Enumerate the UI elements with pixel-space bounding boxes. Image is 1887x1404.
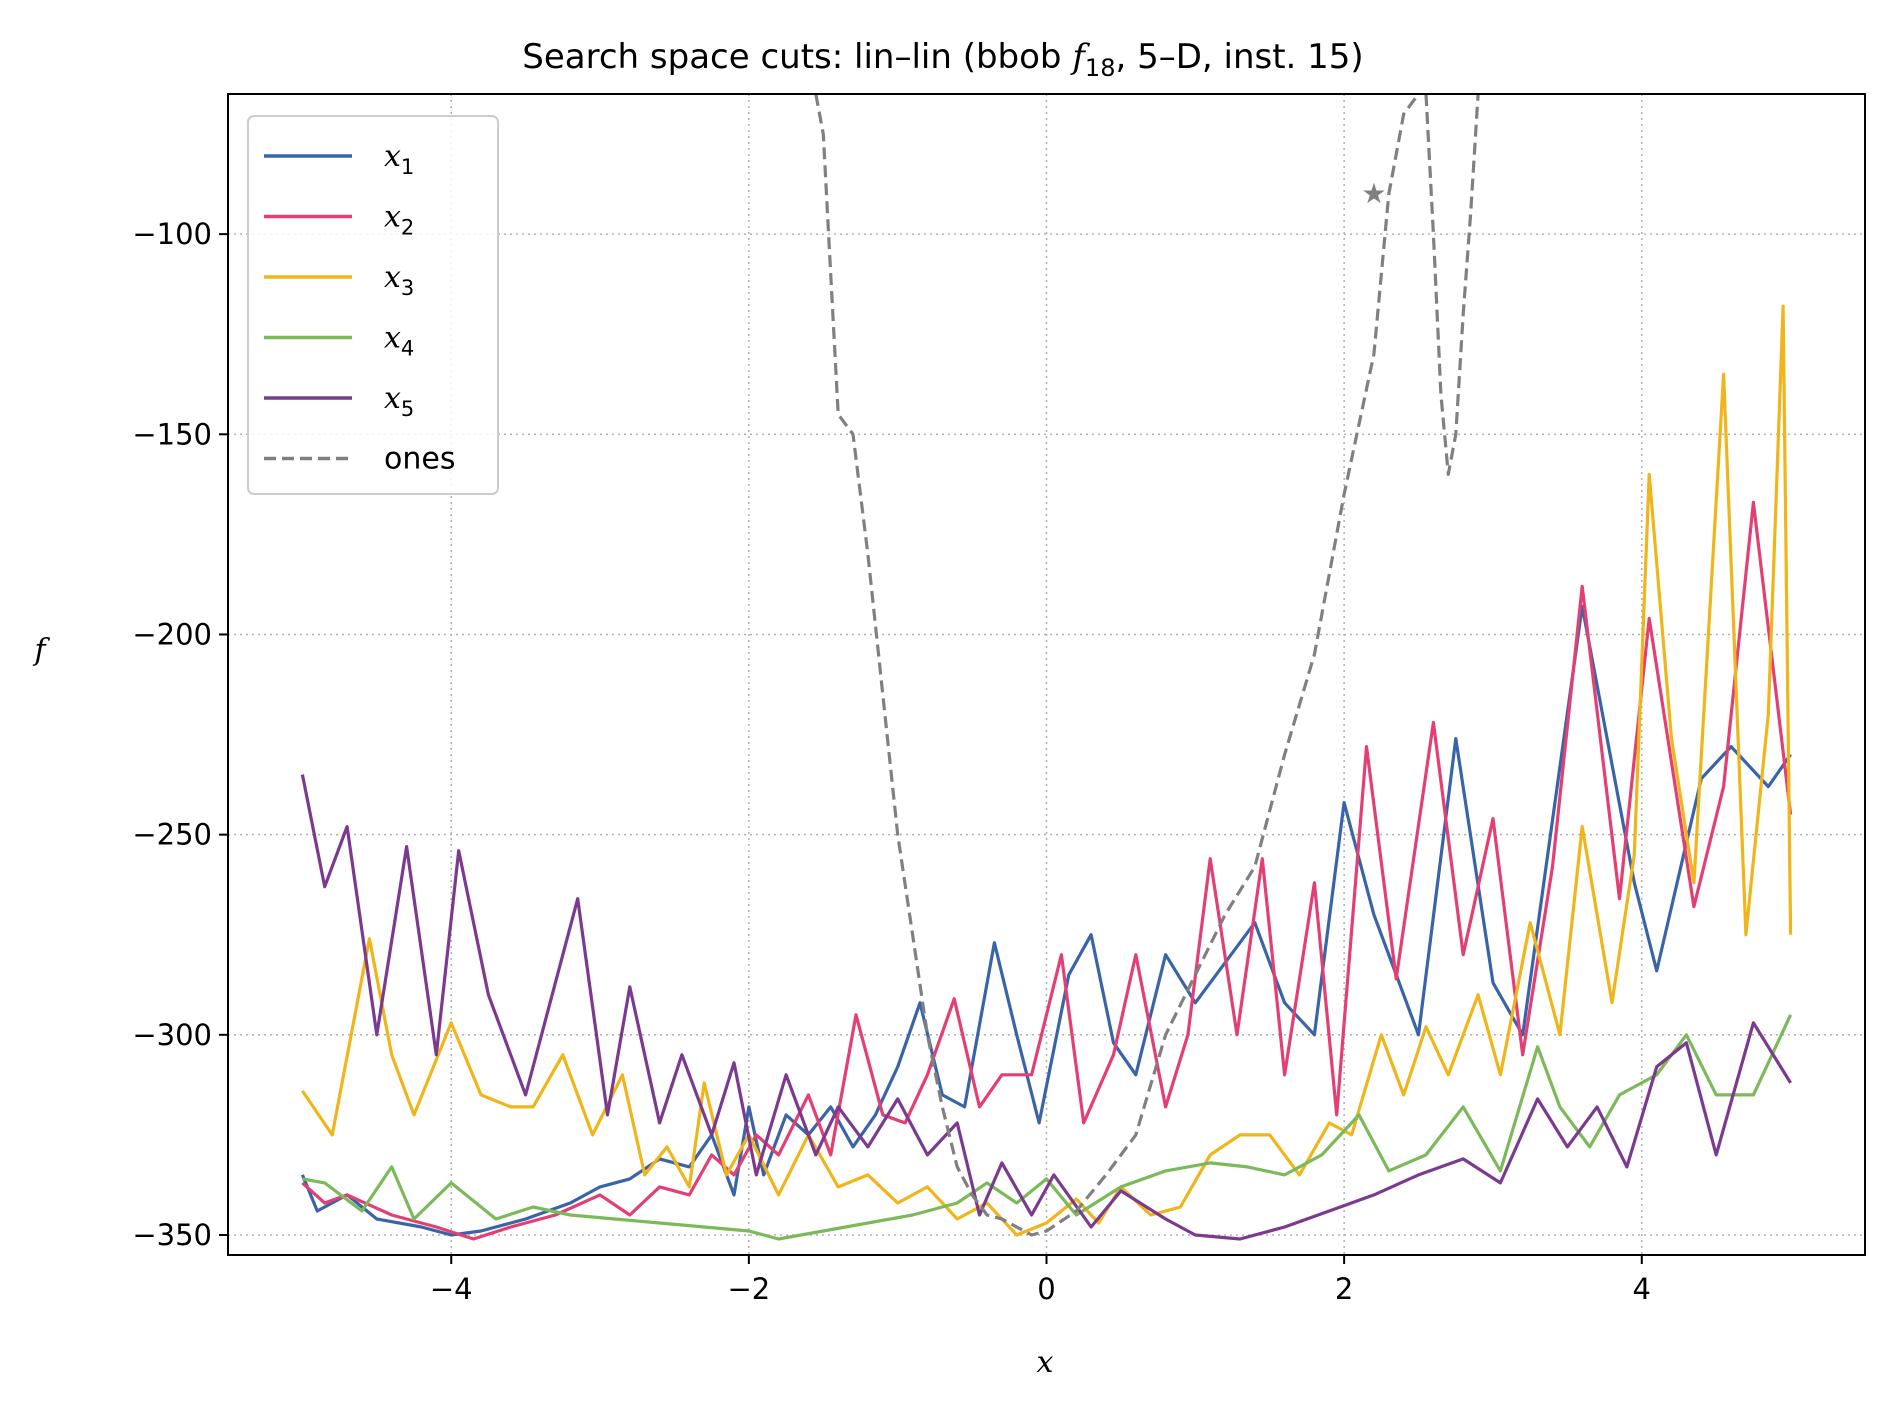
y-tick-label: −200 — [132, 617, 212, 651]
x-tick-label: 4 — [1633, 1272, 1651, 1306]
chart-title-subscript: 18 — [1085, 54, 1116, 82]
legend-entry-x5: x5 — [384, 381, 414, 421]
series-line-x2 — [301, 500, 1793, 1241]
y-tick-label: −100 — [132, 217, 212, 251]
legend-entry-x1: x1 — [384, 139, 414, 179]
y-tick-label: −250 — [132, 818, 212, 852]
chart-title: Search space cuts: lin–lin (bbob f18, 5–… — [522, 37, 1363, 82]
y-tick-label: −150 — [132, 417, 212, 451]
series-line-x3 — [301, 304, 1793, 1237]
x-tick-label: −4 — [430, 1272, 473, 1306]
plot-area: ★ — [300, 94, 1793, 1241]
x-tick-label: 2 — [1335, 1272, 1353, 1306]
x-axis-label: x — [1037, 1345, 1054, 1380]
y-tick-label: −300 — [132, 1018, 212, 1052]
chart-title-prefix: Search space cuts: lin–lin (bbob — [522, 37, 1072, 77]
series-line-ones — [814, 94, 1420, 1237]
series-line-x1 — [300, 604, 1792, 1237]
series-line-x5 — [300, 774, 1792, 1241]
y-axis-label: f — [32, 633, 50, 668]
series-line-ones-branch — [1424, 94, 1480, 476]
legend-entry-x2: x2 — [384, 200, 414, 240]
legend-box — [247, 115, 499, 495]
legend: x1 x2 x3 x4 x5 ones — [247, 115, 499, 495]
legend-entry-x4: x4 — [384, 321, 414, 361]
star-marker: ★ — [1361, 177, 1386, 210]
series-line-x4 — [302, 1014, 1793, 1241]
legend-entry-ones: ones — [384, 442, 455, 477]
tick-labels: −4 −2 0 2 4 −100 −150 −200 −250 −300 −350 — [132, 217, 1651, 1306]
x-tick-label: 0 — [1037, 1272, 1055, 1306]
x-tick-label: −2 — [727, 1272, 770, 1306]
y-tick-label: −350 — [132, 1218, 212, 1252]
legend-entry-x3: x3 — [384, 260, 414, 300]
